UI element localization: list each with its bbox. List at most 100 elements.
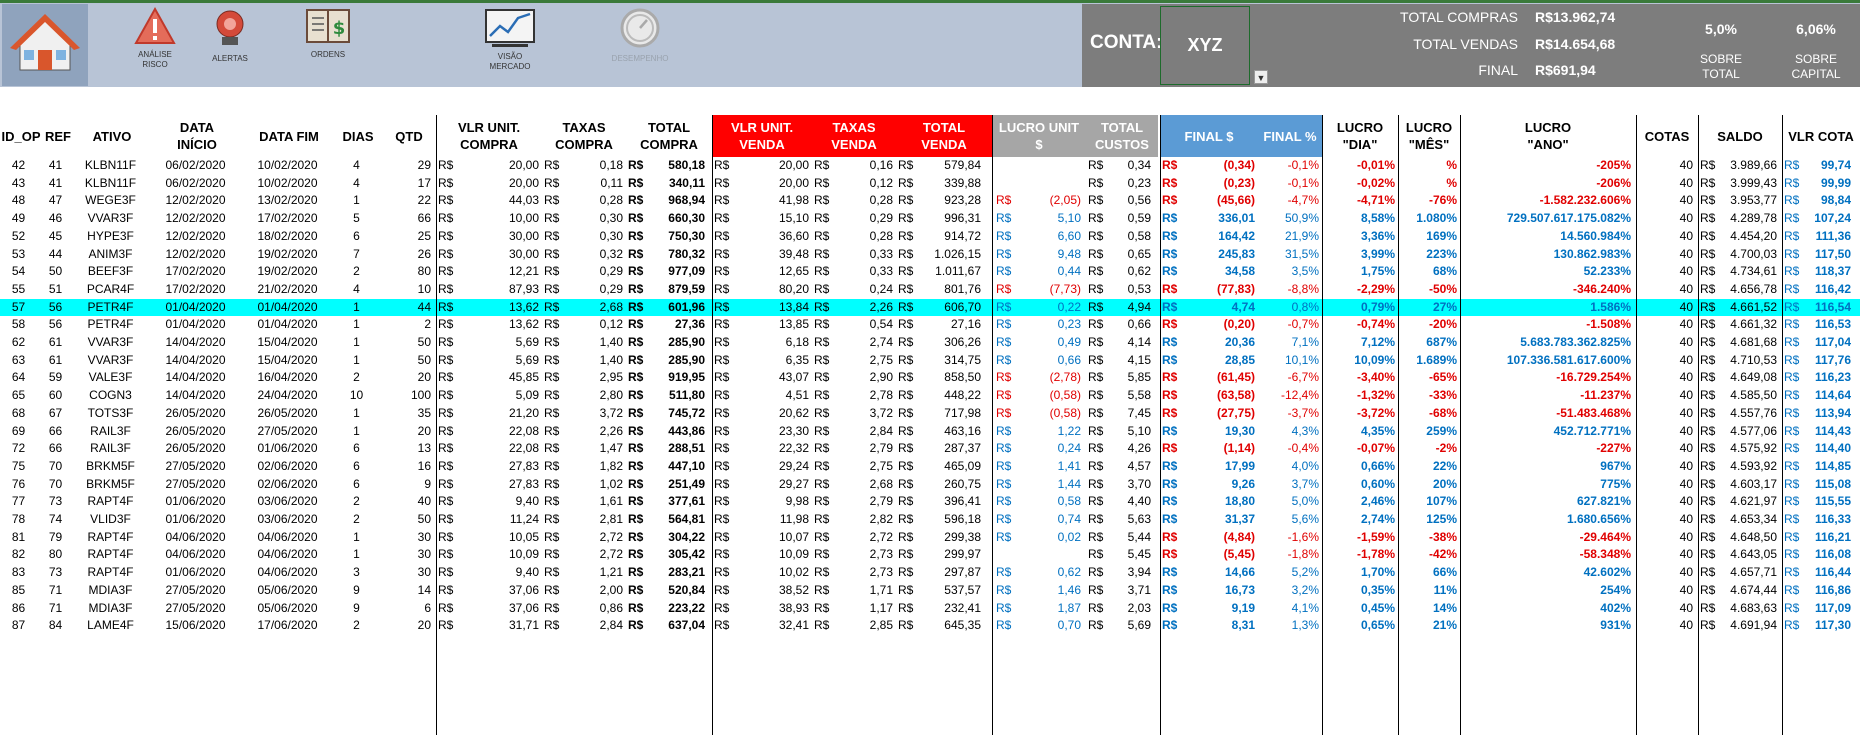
table-row[interactable]: 63 61 VVAR3F 14/04/2020 15/04/2020 1 50 R$ 5,69 R…: [0, 352, 1860, 370]
table-row[interactable]: 53 44 ANIM3F 12/02/2020 19/02/2020 7 26 R$ 30,00…: [0, 246, 1860, 264]
table-row[interactable]: 75 70 BRKM5F 27/05/2020 02/06/2020 6 16 R$ 27,83…: [0, 458, 1860, 476]
cell-ativo: HYPE3F: [87, 228, 134, 243]
table-row[interactable]: 49 46 VVAR3F 12/02/2020 17/02/2020 5 66 R$ 10,00…: [0, 210, 1860, 228]
cell-taxas-venda: 2,85: [869, 618, 893, 633]
cell-final-pct: -3,7%: [1287, 405, 1319, 420]
cell-saldo: 4.557,76: [1730, 405, 1777, 420]
currency-symbol: R$: [898, 299, 914, 314]
currency-symbol: R$: [1088, 388, 1104, 403]
currency-symbol: R$: [1162, 423, 1178, 438]
cell-final-valor: (61,45): [1216, 370, 1255, 385]
currency-symbol: R$: [438, 582, 454, 597]
currency-symbol: R$: [1700, 529, 1716, 544]
market-chart-icon: [485, 9, 535, 47]
currency-symbol: R$: [1784, 352, 1800, 367]
table-row[interactable]: 86 71 MDIA3F 27/05/2020 05/06/2020 9 6 R$ 37,06 R…: [0, 600, 1860, 618]
currency-symbol: R$: [1162, 228, 1178, 243]
currency-symbol: R$: [898, 158, 914, 172]
currency-symbol: R$: [996, 529, 1012, 544]
table-row[interactable]: 87 84 LAME4F 15/06/2020 17/06/2020 2 20 R$ 31,71…: [0, 617, 1860, 635]
currency-symbol: R$: [898, 582, 914, 597]
currency-symbol: R$: [714, 600, 730, 615]
nav-label: DESEMPENHO: [611, 54, 669, 63]
currency-symbol: R$: [1784, 600, 1800, 615]
table-row[interactable]: 77 73 RAPT4F 01/06/2020 03/06/2020 2 40 R$ 9,40 R…: [0, 493, 1860, 511]
cell-data-inicio: 12/02/2020: [165, 211, 226, 226]
currency-symbol: R$: [1088, 618, 1104, 633]
chevron-down-icon[interactable]: ▼: [1254, 70, 1268, 84]
cell-saldo: 4.649,08: [1730, 370, 1777, 385]
cell-data-inicio: 14/04/2020: [165, 335, 226, 349]
cell-lucro-ano: 42.602%: [1583, 565, 1631, 580]
cell-lucro-mes: 20%: [1432, 476, 1457, 491]
cell-ref: 74: [48, 512, 63, 526]
table-row[interactable]: 58 56 PETR4F 01/04/2020 01/04/2020 1 2 R$ 13,62 R…: [0, 316, 1860, 334]
currency-symbol: R$: [628, 600, 644, 615]
nav-desempenho[interactable]: DESEMPENHO: [595, 6, 685, 84]
currency-symbol: R$: [438, 565, 454, 580]
cell-lucro-dia: 0,66%: [1360, 458, 1395, 473]
cell-cotas: 40: [1679, 175, 1693, 190]
table-row[interactable]: 55 51 PCAR4F 17/02/2020 21/02/2020 4 10 R$ 87,93…: [0, 281, 1860, 299]
table-row[interactable]: 64 59 VALE3F 14/04/2020 16/04/2020 2 20 R$ 45,85…: [0, 369, 1860, 387]
table-row[interactable]: 62 61 VVAR3F 14/04/2020 15/04/2020 1 50 R$ 5,69 R…: [0, 334, 1860, 352]
table-row[interactable]: 54 50 BEEF3F 17/02/2020 19/02/2020 2 80 R$ 12,21…: [0, 263, 1860, 281]
cell-total-venda: 232,41: [944, 600, 981, 615]
currency-symbol: R$: [714, 441, 730, 456]
nav-analise-risco[interactable]: ANÁLISE RISCO: [110, 6, 200, 84]
cell-vlr-cota: 117,76: [1814, 352, 1851, 367]
currency-symbol: R$: [1700, 423, 1716, 438]
table-row[interactable]: 76 70 BRKM5F 27/05/2020 02/06/2020 6 9 R$ 27,83 R…: [0, 476, 1860, 494]
cell-total-custos: 0,65: [1127, 246, 1151, 261]
cell-lucro-dia: 0,79%: [1360, 299, 1395, 314]
currency-symbol: R$: [544, 264, 560, 279]
table-row[interactable]: 69 66 RAIL3F 26/05/2020 27/05/2020 1 20 R$ 22,08…: [0, 423, 1860, 441]
currency-symbol: R$: [814, 228, 830, 243]
table-row[interactable]: 82 80 RAPT4F 04/06/2020 04/06/2020 1 30 R$ 10,09…: [0, 546, 1860, 564]
cell-vlr-unit-venda: 12,65: [778, 264, 809, 279]
currency-symbol: R$: [996, 246, 1012, 261]
cell-lucro-mes: 125%: [1426, 512, 1457, 526]
currency-symbol: R$: [544, 335, 560, 349]
cell-lucro-mes: 21%: [1432, 618, 1457, 633]
cell-final-valor: (1,14): [1223, 441, 1255, 456]
currency-symbol: R$: [996, 423, 1012, 438]
table-row[interactable]: 65 60 COGN3 14/04/2020 24/04/2020 10 100 R$ 5,09…: [0, 387, 1860, 405]
table-row[interactable]: 52 45 HYPE3F 12/02/2020 18/02/2020 6 25 R$ 30,00…: [0, 228, 1860, 246]
cell-lucro-mes: -68%: [1428, 405, 1457, 420]
currency-symbol: R$: [1784, 299, 1800, 314]
currency-symbol: R$: [1700, 458, 1716, 473]
currency-symbol: R$: [898, 246, 914, 261]
nav-visao-mercado[interactable]: VISÃO MERCADO: [465, 6, 555, 84]
cell-ativo: COGN3: [89, 388, 132, 403]
table-row[interactable]: 78 74 VLID3F 01/06/2020 03/06/2020 2 50 R$ 11,24…: [0, 511, 1860, 529]
table-row[interactable]: 81 79 RAPT4F 04/06/2020 04/06/2020 1 30 R$ 10,05…: [0, 529, 1860, 547]
cell-data-fim: 03/06/2020: [257, 512, 318, 526]
table-row[interactable]: 72 66 RAIL3F 26/05/2020 01/06/2020 6 13 R$ 22,08…: [0, 440, 1860, 458]
table-row[interactable]: 85 71 MDIA3F 27/05/2020 05/06/2020 9 14 R$ 37,06…: [0, 582, 1860, 600]
cell-vlr-unit-venda: 29,27: [778, 476, 809, 491]
cell-cotas: 40: [1679, 423, 1693, 438]
currency-symbol: R$: [1088, 211, 1104, 226]
conta-select[interactable]: XYZ: [1160, 6, 1250, 85]
cell-dias: 2: [353, 494, 360, 509]
cell-lucro-dia: 3,36%: [1360, 228, 1395, 243]
table-row[interactable]: 48 47 WEGE3F 12/02/2020 13/02/2020 1 22 R$ 44,03…: [0, 192, 1860, 210]
cell-lucro-ano: -1.582.232.606%: [1539, 193, 1631, 208]
nav-alertas[interactable]: ALERTAS: [185, 6, 275, 84]
currency-symbol: R$: [814, 175, 830, 190]
nav-ordens[interactable]: $ ORDENS: [283, 6, 373, 84]
currency-symbol: R$: [1784, 547, 1800, 562]
cell-lucro-unit: 0,62: [1057, 565, 1081, 580]
table-row[interactable]: 42 41 KLBN11F 06/02/2020 10/02/2020 4 29 R$ 20,0…: [0, 157, 1860, 175]
table-row[interactable]: 83 73 RAPT4F 01/06/2020 04/06/2020 3 30 R$ 9,40 R…: [0, 564, 1860, 582]
currency-symbol: R$: [898, 600, 914, 615]
cell-lucro-mes: 1.689%: [1416, 352, 1457, 367]
column-header-id-op: ID_OP: [1, 128, 41, 144]
table-row[interactable]: 68 67 TOTS3F 26/05/2020 26/05/2020 1 35 R$ 21,20…: [0, 405, 1860, 423]
cell-total-compra: 251,49: [668, 476, 705, 491]
table-row[interactable]: 43 41 KLBN11F 06/02/2020 10/02/2020 4 17 R$ 20,0…: [0, 175, 1860, 193]
home-button[interactable]: [2, 4, 88, 86]
table-row[interactable]: 57 56 PETR4F 01/04/2020 01/04/2020 1 44 R$ 13,62…: [0, 298, 1860, 317]
cell-lucro-unit: (0,58): [1049, 405, 1081, 420]
